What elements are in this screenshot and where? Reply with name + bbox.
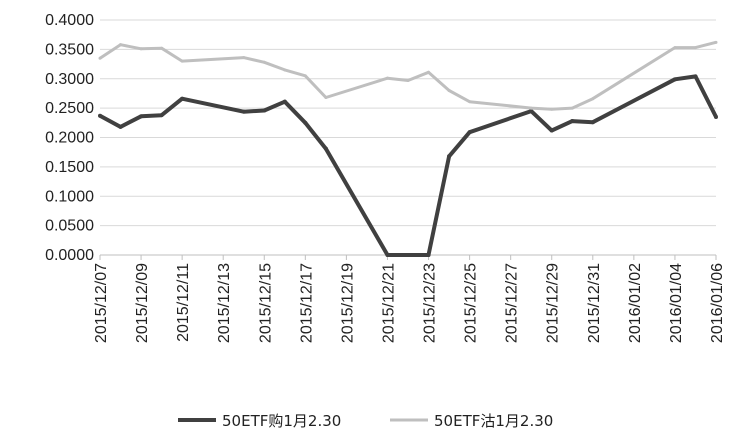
x-tick-label: 2015/12/07: [93, 263, 110, 343]
x-tick-label: 2015/12/31: [586, 263, 603, 343]
y-tick-label: 0.2500: [45, 100, 94, 117]
data-point: [303, 120, 308, 125]
x-tick-label: 2015/12/15: [257, 263, 274, 343]
x-tick-label: 2015/12/27: [504, 263, 521, 343]
data-point: [303, 74, 307, 78]
x-tick-label: 2015/12/19: [339, 263, 356, 343]
y-tick-label: 0.2000: [45, 130, 94, 147]
data-point: [714, 114, 718, 119]
data-point: [406, 253, 410, 257]
series-line-2: [99, 40, 717, 111]
data-point: [590, 120, 595, 125]
data-point: [118, 124, 123, 129]
data-point: [242, 56, 246, 60]
legend: 50ETF购1月2.30 50ETF沽1月2.30: [178, 412, 553, 430]
data-point: [385, 76, 389, 80]
data-point: [262, 60, 266, 64]
data-point: [139, 114, 144, 119]
gridlines: [100, 19, 716, 256]
data-point: [119, 43, 123, 47]
data-point: [385, 253, 390, 257]
x-axis-ticks: 2015/12/07 2015/12/09 2015/12/11 2015/12/13…: [93, 255, 726, 343]
data-point: [323, 146, 328, 151]
data-point: [714, 40, 718, 44]
legend-label: 50ETF沽1月2.30: [434, 412, 553, 430]
data-point: [426, 253, 431, 257]
data-point: [468, 100, 472, 104]
data-point: [180, 59, 184, 63]
data-point: [324, 96, 328, 100]
x-tick-label: 2015/12/23: [422, 263, 439, 343]
y-tick-label: 0.0500: [45, 218, 94, 235]
data-point: [529, 106, 533, 110]
data-point: [406, 79, 410, 83]
x-tick-label: 2015/12/21: [380, 263, 397, 343]
data-point: [160, 46, 164, 50]
y-tick-label: 0.1000: [45, 188, 94, 205]
x-tick-label: 2016/01/06: [709, 263, 726, 343]
data-point: [283, 68, 287, 72]
x-tick-label: 2016/01/02: [627, 263, 644, 343]
x-tick-label: 2015/12/13: [216, 263, 233, 343]
series-line-1: [99, 74, 718, 257]
data-point: [672, 77, 677, 82]
data-point: [570, 106, 574, 110]
x-tick-label: 2015/12/09: [134, 263, 151, 343]
data-point: [693, 74, 698, 79]
data-point: [549, 128, 554, 133]
data-point: [282, 99, 287, 104]
data-point: [467, 130, 472, 135]
y-tick-label: 0.0000: [45, 247, 94, 264]
data-point: [591, 97, 595, 101]
x-tick-label: 2015/12/25: [463, 263, 480, 343]
data-point: [180, 96, 185, 101]
data-point: [447, 154, 452, 159]
data-point: [98, 113, 102, 118]
legend-label: 50ETF购1月2.30: [222, 412, 341, 430]
y-tick-label: 0.1500: [45, 159, 94, 176]
y-tick-label: 0.3000: [45, 71, 94, 88]
data-point: [98, 56, 102, 60]
data-point: [241, 109, 246, 114]
data-point: [262, 108, 267, 113]
data-point: [427, 70, 431, 74]
data-point: [673, 46, 677, 50]
y-tick-label: 0.4000: [45, 12, 94, 29]
y-axis-ticks: 0.0000 0.0500 0.1000 0.1500 0.2000 0.2500 0.30…: [45, 12, 94, 264]
x-tick-label: 2015/12/29: [545, 263, 562, 343]
data-point: [529, 109, 534, 114]
data-point: [447, 89, 451, 92]
data-point: [139, 47, 143, 51]
x-tick-label: 2015/12/17: [298, 263, 315, 343]
data-point: [693, 46, 697, 50]
x-tick-label: 2015/12/11: [175, 263, 192, 342]
x-tick-label: 2016/01/04: [668, 263, 685, 343]
data-point: [570, 119, 575, 124]
data-point: [550, 107, 554, 111]
data-point: [159, 113, 164, 118]
y-tick-label: 0.3500: [45, 41, 94, 58]
series-lines: [98, 40, 718, 257]
